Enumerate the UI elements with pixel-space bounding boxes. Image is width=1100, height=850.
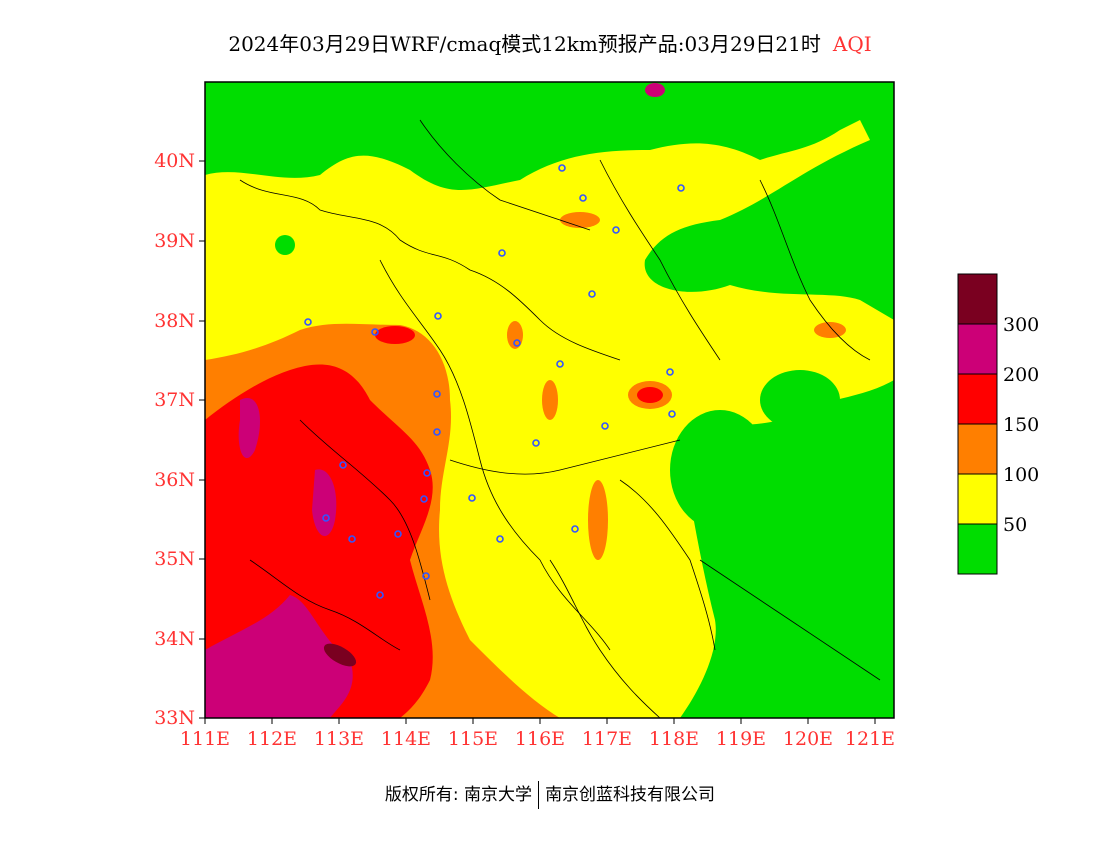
lon-label: 117E (581, 728, 633, 750)
axis-ticks (199, 160, 876, 724)
lon-label: 118E (648, 728, 700, 750)
lat-label: 34N (154, 628, 195, 650)
lon-label: 120E (782, 728, 834, 750)
lat-label: 38N (154, 310, 195, 332)
aqi-band-hazardous (323, 643, 357, 667)
boundary-lines (239, 119, 881, 718)
legend-label: 300 (1003, 314, 1040, 336)
legend-swatch-good (957, 523, 998, 575)
legend-label: 100 (1003, 464, 1040, 486)
lat-label: 37N (154, 389, 195, 411)
lon-label: 119E (715, 728, 767, 750)
lon-label: 111E (179, 728, 231, 750)
lon-label: 114E (380, 728, 432, 750)
lon-label: 115E (447, 728, 499, 750)
footer-divider (538, 781, 540, 809)
lon-label: 112E (246, 728, 298, 750)
aqi-band-very-unhealthy (205, 595, 353, 718)
lon-label: 116E (514, 728, 566, 750)
copyright-text: 版权所有: 南京大学 (384, 785, 533, 805)
legend-colorbar (957, 273, 998, 575)
lat-label: 33N (154, 707, 195, 729)
lon-label: 121E (844, 728, 896, 750)
lon-label: 113E (313, 728, 365, 750)
legend-label: 50 (1003, 514, 1028, 536)
station-markers (304, 164, 685, 599)
company-text: 南京创蓝科技有限公司 (545, 785, 716, 805)
map-title: 2024年03月29日WRF/cmaq模式12km预报产品:03月29日21时 A… (0, 28, 1100, 57)
copyright-footer: 版权所有: 南京大学 南京创蓝科技有限公司 (0, 780, 1100, 809)
lat-label: 39N (154, 230, 195, 252)
legend-swatch-very-unhealthy (957, 323, 998, 375)
aqi-field (205, 82, 894, 718)
title-main: 2024年03月29日WRF/cmaq模式12km预报产品:03月29日21时 (228, 32, 821, 56)
legend-swatch-usg (957, 423, 998, 475)
lat-label: 40N (154, 150, 195, 172)
lat-label: 36N (154, 469, 195, 491)
legend-label: 200 (1003, 364, 1040, 386)
legend-swatch-unhealthy (957, 373, 998, 425)
lat-label: 35N (154, 548, 195, 570)
title-variable: AQI (832, 32, 872, 56)
legend-label: 150 (1003, 414, 1040, 436)
legend-swatch-hazardous (957, 273, 998, 325)
legend-swatch-moderate (957, 473, 998, 525)
